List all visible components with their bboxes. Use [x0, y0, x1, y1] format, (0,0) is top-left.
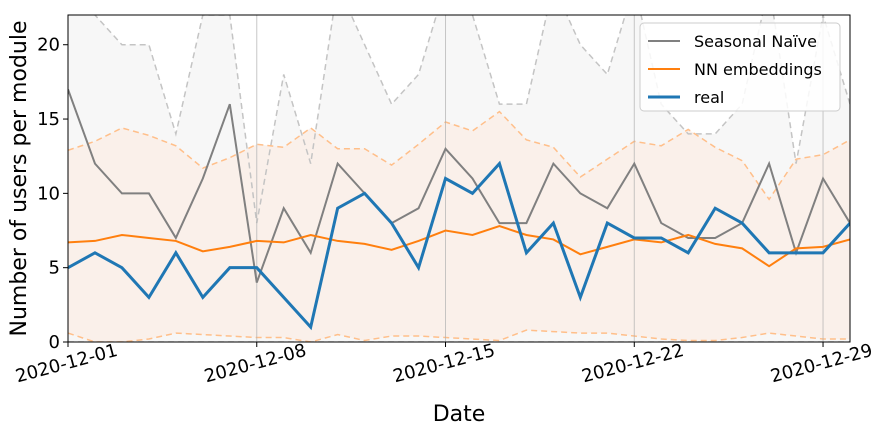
y-tick-label-2: 10	[37, 183, 60, 204]
x-tick-label-4: 2020-12-29	[768, 340, 874, 387]
band-boundaries	[68, 15, 850, 342]
y-tick-label-3: 15	[37, 109, 60, 130]
legend-box	[639, 22, 841, 112]
band-lower-1	[68, 329, 850, 342]
plot-frame	[67, 14, 851, 343]
y-axis: 0 5 10 15 20	[37, 35, 68, 353]
legend: Seasonal Naïve NN embeddings real	[639, 22, 841, 112]
series-line-nn-embeddings	[68, 225, 850, 268]
band-fill-1	[68, 111, 850, 342]
x-tick-label-2: 2020-12-15	[391, 340, 497, 387]
y-axis-title: Number of users per module	[7, 21, 32, 337]
legend-label-1: NN embeddings	[694, 60, 822, 79]
x-tick-label-3: 2020-12-22	[580, 340, 686, 387]
x-axis-title: Date	[433, 402, 486, 427]
x-axis: 2020-12-01 2020-12-08 2020-12-15 2020-12-22…	[13, 340, 875, 387]
legend-label-0: Seasonal Naïve	[694, 32, 817, 51]
band-upper-1	[68, 110, 850, 201]
series-lines	[68, 88, 850, 331]
x-tick-label-1: 2020-12-08	[202, 340, 308, 387]
band-upper-0	[94, 15, 850, 224]
series-line-seasonal-na-ve	[68, 88, 850, 283]
series-line-real	[68, 160, 850, 331]
y-tick-label-0: 0	[49, 332, 60, 353]
x-tick-label-0: 2020-12-01	[13, 340, 119, 387]
y-tick-label-4: 20	[37, 35, 60, 56]
legend-label-2: real	[694, 88, 724, 107]
y-tick-label-1: 5	[49, 258, 60, 279]
